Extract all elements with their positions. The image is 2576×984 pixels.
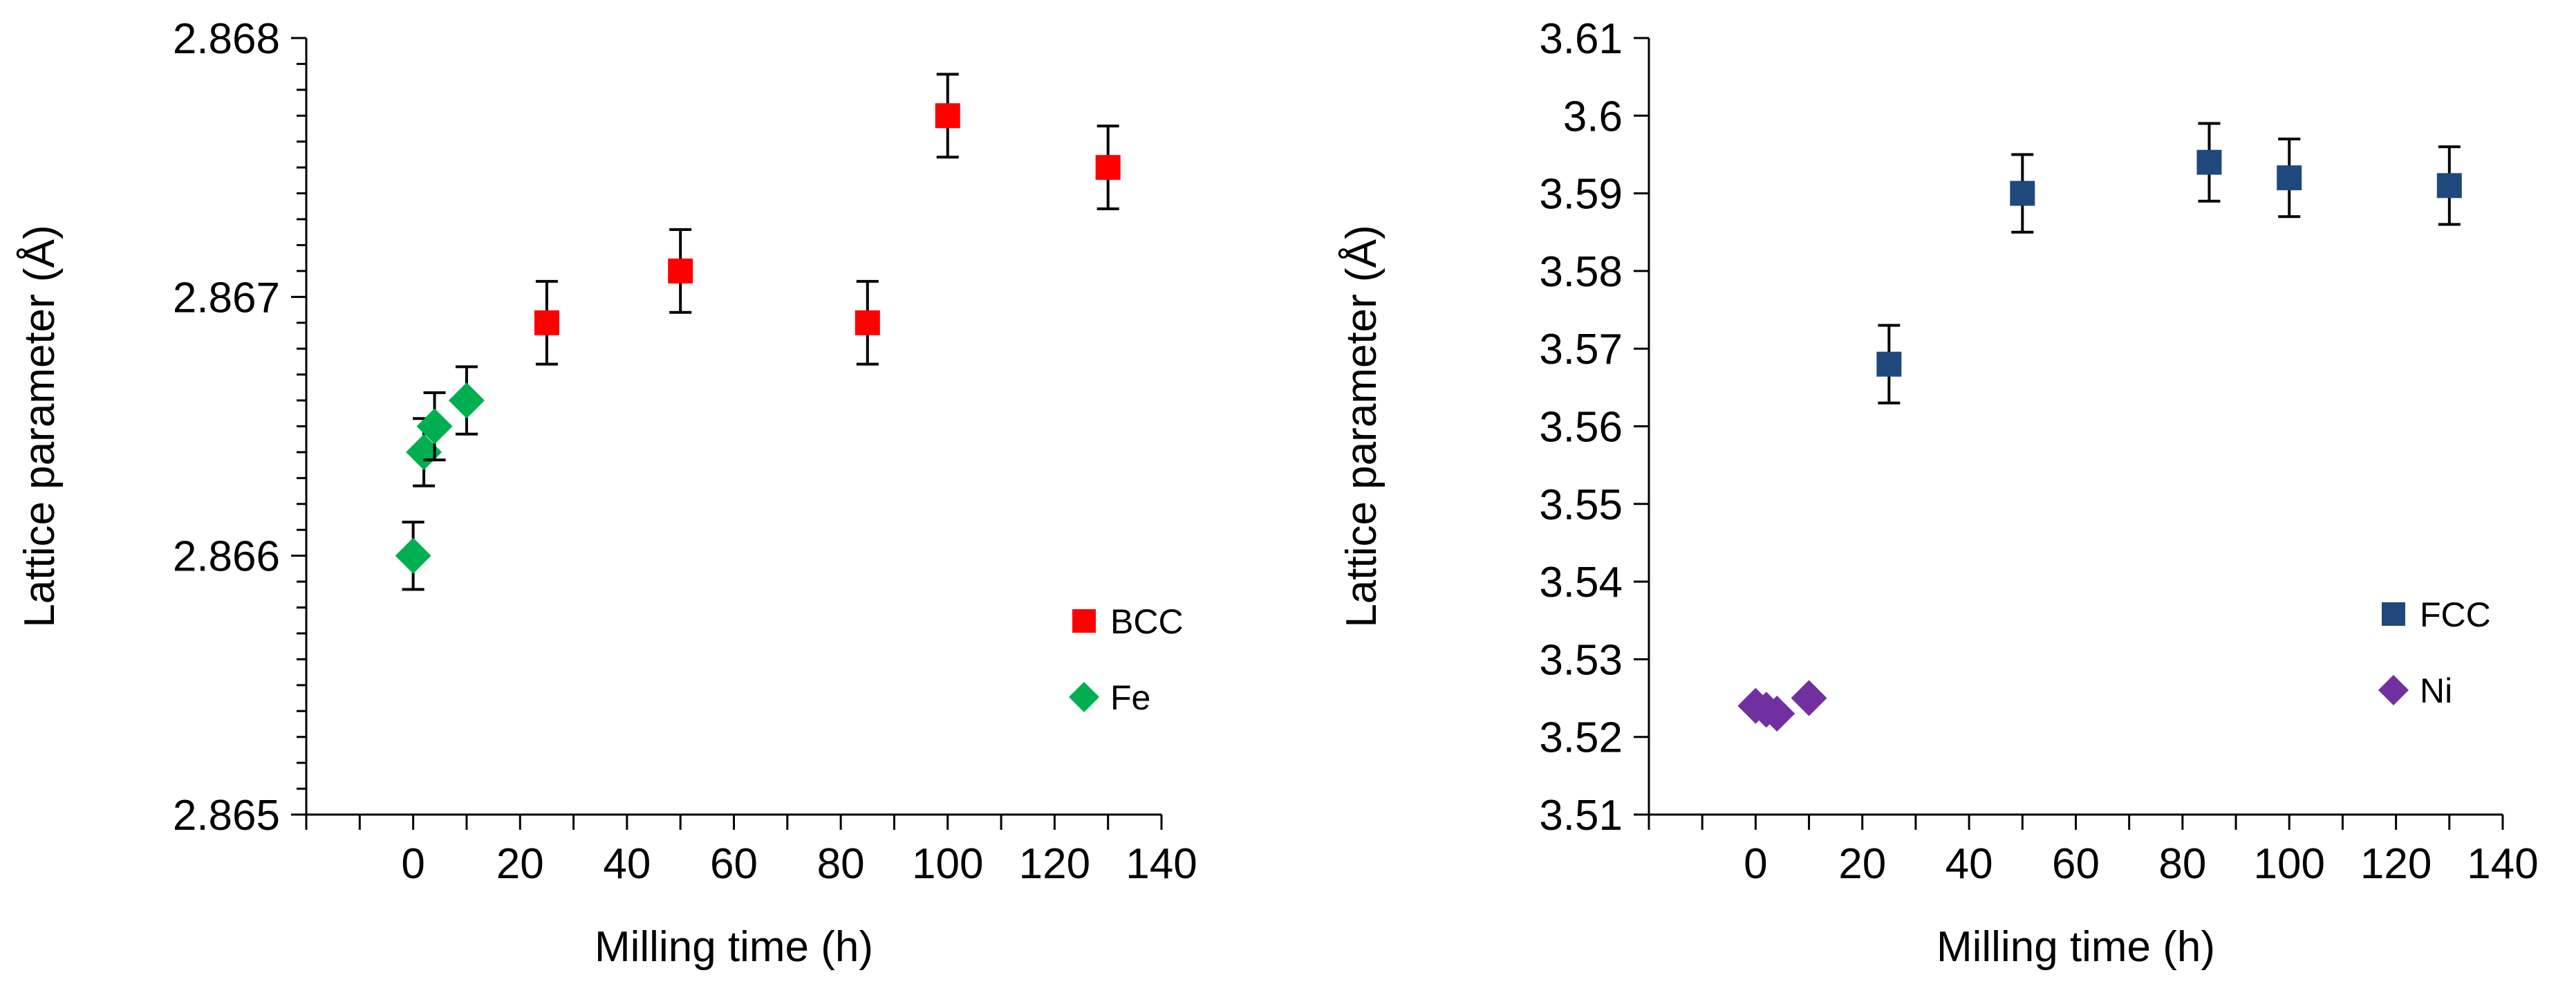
y-tick-label: 2.866 bbox=[173, 533, 280, 581]
y-tick-label: 2.867 bbox=[173, 274, 280, 322]
legend-label-ni: Ni bbox=[2420, 671, 2452, 710]
data-point-bcc bbox=[935, 103, 960, 129]
legend-label-fcc: FCC bbox=[2420, 595, 2491, 634]
data-point-fe bbox=[416, 408, 453, 445]
data-point-bcc bbox=[1095, 155, 1121, 180]
x-tick-label: 0 bbox=[401, 840, 424, 888]
x-tick-label: 40 bbox=[1945, 840, 1993, 888]
y-tick-label: 3.52 bbox=[1539, 714, 1623, 762]
data-point-fcc bbox=[2277, 165, 2302, 191]
y-tick-label: 2.868 bbox=[173, 15, 280, 63]
data-point-fcc bbox=[1876, 351, 1902, 377]
x-tick-label: 40 bbox=[603, 840, 651, 888]
x-axis-title: Milling time (h) bbox=[1936, 923, 2215, 971]
x-tick-label: 140 bbox=[1126, 840, 1197, 888]
x-tick-label: 80 bbox=[817, 840, 865, 888]
y-tick-label: 3.53 bbox=[1539, 636, 1623, 684]
x-axis-title: Milling time (h) bbox=[595, 923, 873, 971]
x-tick-label: 120 bbox=[1019, 840, 1090, 888]
data-point-fcc bbox=[2196, 149, 2222, 175]
data-point-bcc bbox=[668, 258, 693, 284]
x-tick-label: 20 bbox=[496, 840, 544, 888]
y-tick-label: 3.61 bbox=[1539, 15, 1623, 63]
x-tick-label: 140 bbox=[2467, 840, 2538, 888]
data-point-bcc bbox=[534, 310, 559, 335]
x-tick-label: 60 bbox=[710, 840, 758, 888]
x-tick-label: 80 bbox=[2158, 840, 2206, 888]
y-tick-label: 3.56 bbox=[1539, 404, 1623, 452]
data-point-bcc bbox=[855, 310, 880, 335]
y-tick-label: 3.59 bbox=[1539, 171, 1623, 219]
x-tick-label: 120 bbox=[2360, 840, 2432, 888]
y-tick-label: 3.54 bbox=[1539, 559, 1623, 606]
y-axis-title: Lattice parameter (Å) bbox=[1338, 225, 1385, 627]
legend-label-bcc: BCC bbox=[1110, 602, 1184, 641]
data-point-fcc bbox=[2436, 173, 2462, 198]
x-tick-label: 60 bbox=[2052, 840, 2100, 888]
data-point-fcc bbox=[2010, 180, 2035, 206]
x-tick-label: 20 bbox=[1838, 840, 1886, 888]
legend-marker-fe bbox=[1069, 682, 1099, 712]
x-tick-label: 0 bbox=[1744, 840, 1767, 888]
y-tick-label: 3.6 bbox=[1563, 93, 1623, 140]
y-tick-label: 2.865 bbox=[173, 792, 280, 839]
x-tick-label: 100 bbox=[2254, 840, 2325, 888]
bcc-fe-lattice-chart: 0 20 40 60 80 100 120 140 2.865 2.866 2.867 2.868 Mi… bbox=[16, 15, 1197, 971]
data-point-ni bbox=[1791, 680, 1827, 716]
legend-label-fe: Fe bbox=[1110, 678, 1150, 717]
legend-marker-fcc bbox=[2382, 602, 2405, 626]
y-tick-label: 3.55 bbox=[1539, 481, 1623, 529]
y-tick-label: 3.57 bbox=[1539, 326, 1623, 373]
legend-marker-bcc bbox=[1072, 609, 1096, 633]
y-tick-label: 3.51 bbox=[1539, 792, 1623, 839]
x-tick-label: 100 bbox=[912, 840, 983, 888]
legend-marker-ni bbox=[2378, 675, 2409, 705]
fcc-ni-lattice-chart: 0 20 40 60 80 100 120 140 3.51 3.52 3.53 3.54 3.55 3.… bbox=[1338, 15, 2539, 971]
y-axis-title: Lattice parameter (Å) bbox=[16, 225, 64, 627]
data-point-ni bbox=[1759, 696, 1795, 732]
y-tick-label: 3.58 bbox=[1539, 248, 1623, 296]
data-point-fe bbox=[395, 537, 431, 574]
data-point-fe bbox=[448, 382, 485, 419]
